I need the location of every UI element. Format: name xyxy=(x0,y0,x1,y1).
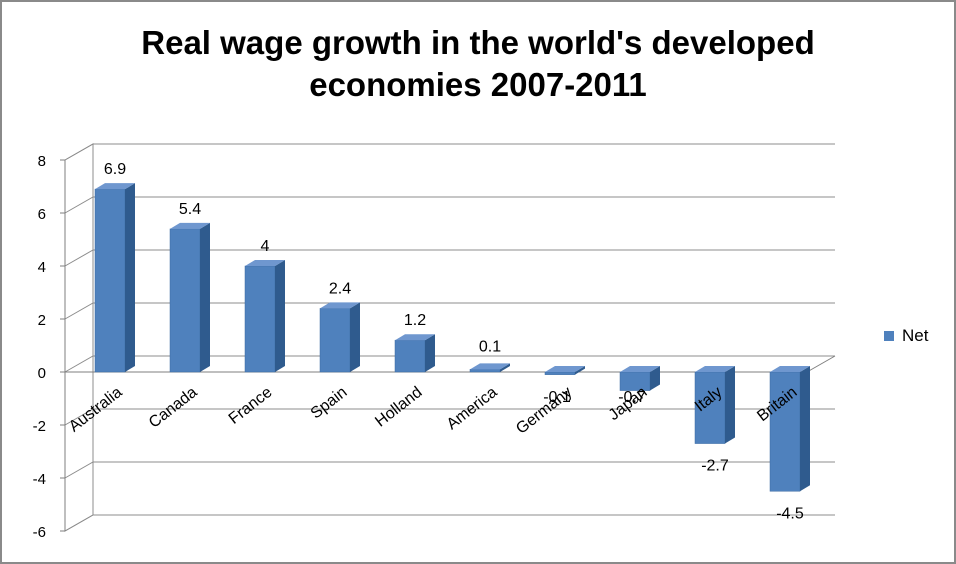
data-label-britain: -4.5 xyxy=(776,505,804,522)
y-tick-label: -6 xyxy=(33,524,46,541)
bar-top-japan xyxy=(620,366,660,372)
bar-top-france xyxy=(245,260,285,266)
bar-side-japan xyxy=(650,366,660,391)
bar-side-france xyxy=(275,260,285,372)
y-tick-label: 2 xyxy=(38,312,46,329)
bar-america xyxy=(469,369,501,373)
bar-top-america xyxy=(470,363,510,370)
data-label-germany: -0.1 xyxy=(543,389,571,406)
bar-canada xyxy=(169,228,201,373)
bar-top-australia xyxy=(95,183,135,190)
y-tick-label: 8 xyxy=(38,153,46,170)
bar-side-spain xyxy=(350,302,360,372)
y-tick-label: 0 xyxy=(38,365,46,382)
chart-title: Real wage growth in the world's develope… xyxy=(0,22,956,106)
bar-top-canada xyxy=(170,222,210,229)
data-label-italy: -2.7 xyxy=(701,458,729,475)
side-wall xyxy=(64,143,94,532)
bar-side-britain xyxy=(800,366,810,492)
bar-side-italy xyxy=(725,366,735,444)
bar-top-germany xyxy=(545,366,585,372)
bar-side-germany xyxy=(575,366,585,375)
category-label-holland: Holland xyxy=(372,384,425,431)
bar-france xyxy=(244,265,276,373)
bar-side-australia xyxy=(125,183,135,372)
legend-swatch-net xyxy=(884,331,894,341)
legend-label-net: Net xyxy=(902,326,929,345)
gridline xyxy=(64,302,835,320)
bar-spain xyxy=(319,308,351,373)
gridline xyxy=(64,461,835,479)
chart-title-line-2: economies 2007-2011 xyxy=(309,66,647,103)
data-label-america: 0.1 xyxy=(479,338,501,355)
data-label-france: 4 xyxy=(261,238,270,255)
bar-top-spain xyxy=(320,302,360,309)
data-label-australia: 6.9 xyxy=(104,161,126,178)
gridline xyxy=(64,143,835,161)
x-axis-depth xyxy=(806,355,836,373)
bar-side-holland xyxy=(425,334,435,372)
chart-legend: Net xyxy=(884,326,928,346)
y-tick-label: 6 xyxy=(38,206,46,223)
gridline xyxy=(64,355,835,373)
gridline xyxy=(64,249,835,267)
bar-holland xyxy=(394,339,426,373)
category-label-spain: Spain xyxy=(308,384,351,423)
gridline xyxy=(64,196,835,214)
bar-top-holland xyxy=(395,334,435,341)
category-label-canada: Canada xyxy=(146,384,201,432)
bar-top-britain xyxy=(770,366,810,372)
chart-title-line-1: Real wage growth in the world's develope… xyxy=(141,24,815,61)
bar-side-canada xyxy=(200,222,210,372)
y-tick-label: -4 xyxy=(33,471,46,488)
data-label-japan: -0.7 xyxy=(618,389,646,406)
data-label-canada: 5.4 xyxy=(179,201,201,218)
y-tick-label: -2 xyxy=(33,418,46,435)
bar-britain xyxy=(769,371,801,492)
category-label-france: France xyxy=(226,384,276,428)
data-label-spain: 2.4 xyxy=(329,280,351,297)
bar-top-italy xyxy=(695,366,735,372)
gridline xyxy=(64,514,835,532)
y-tick-label: 4 xyxy=(38,259,46,276)
bar-side-america xyxy=(500,363,510,372)
bar-italy xyxy=(694,371,726,444)
bar-australia xyxy=(94,188,126,373)
category-label-america: America xyxy=(444,384,501,434)
data-label-holland: 1.2 xyxy=(404,312,426,329)
gridline xyxy=(64,408,835,426)
bar-germany xyxy=(544,371,576,375)
